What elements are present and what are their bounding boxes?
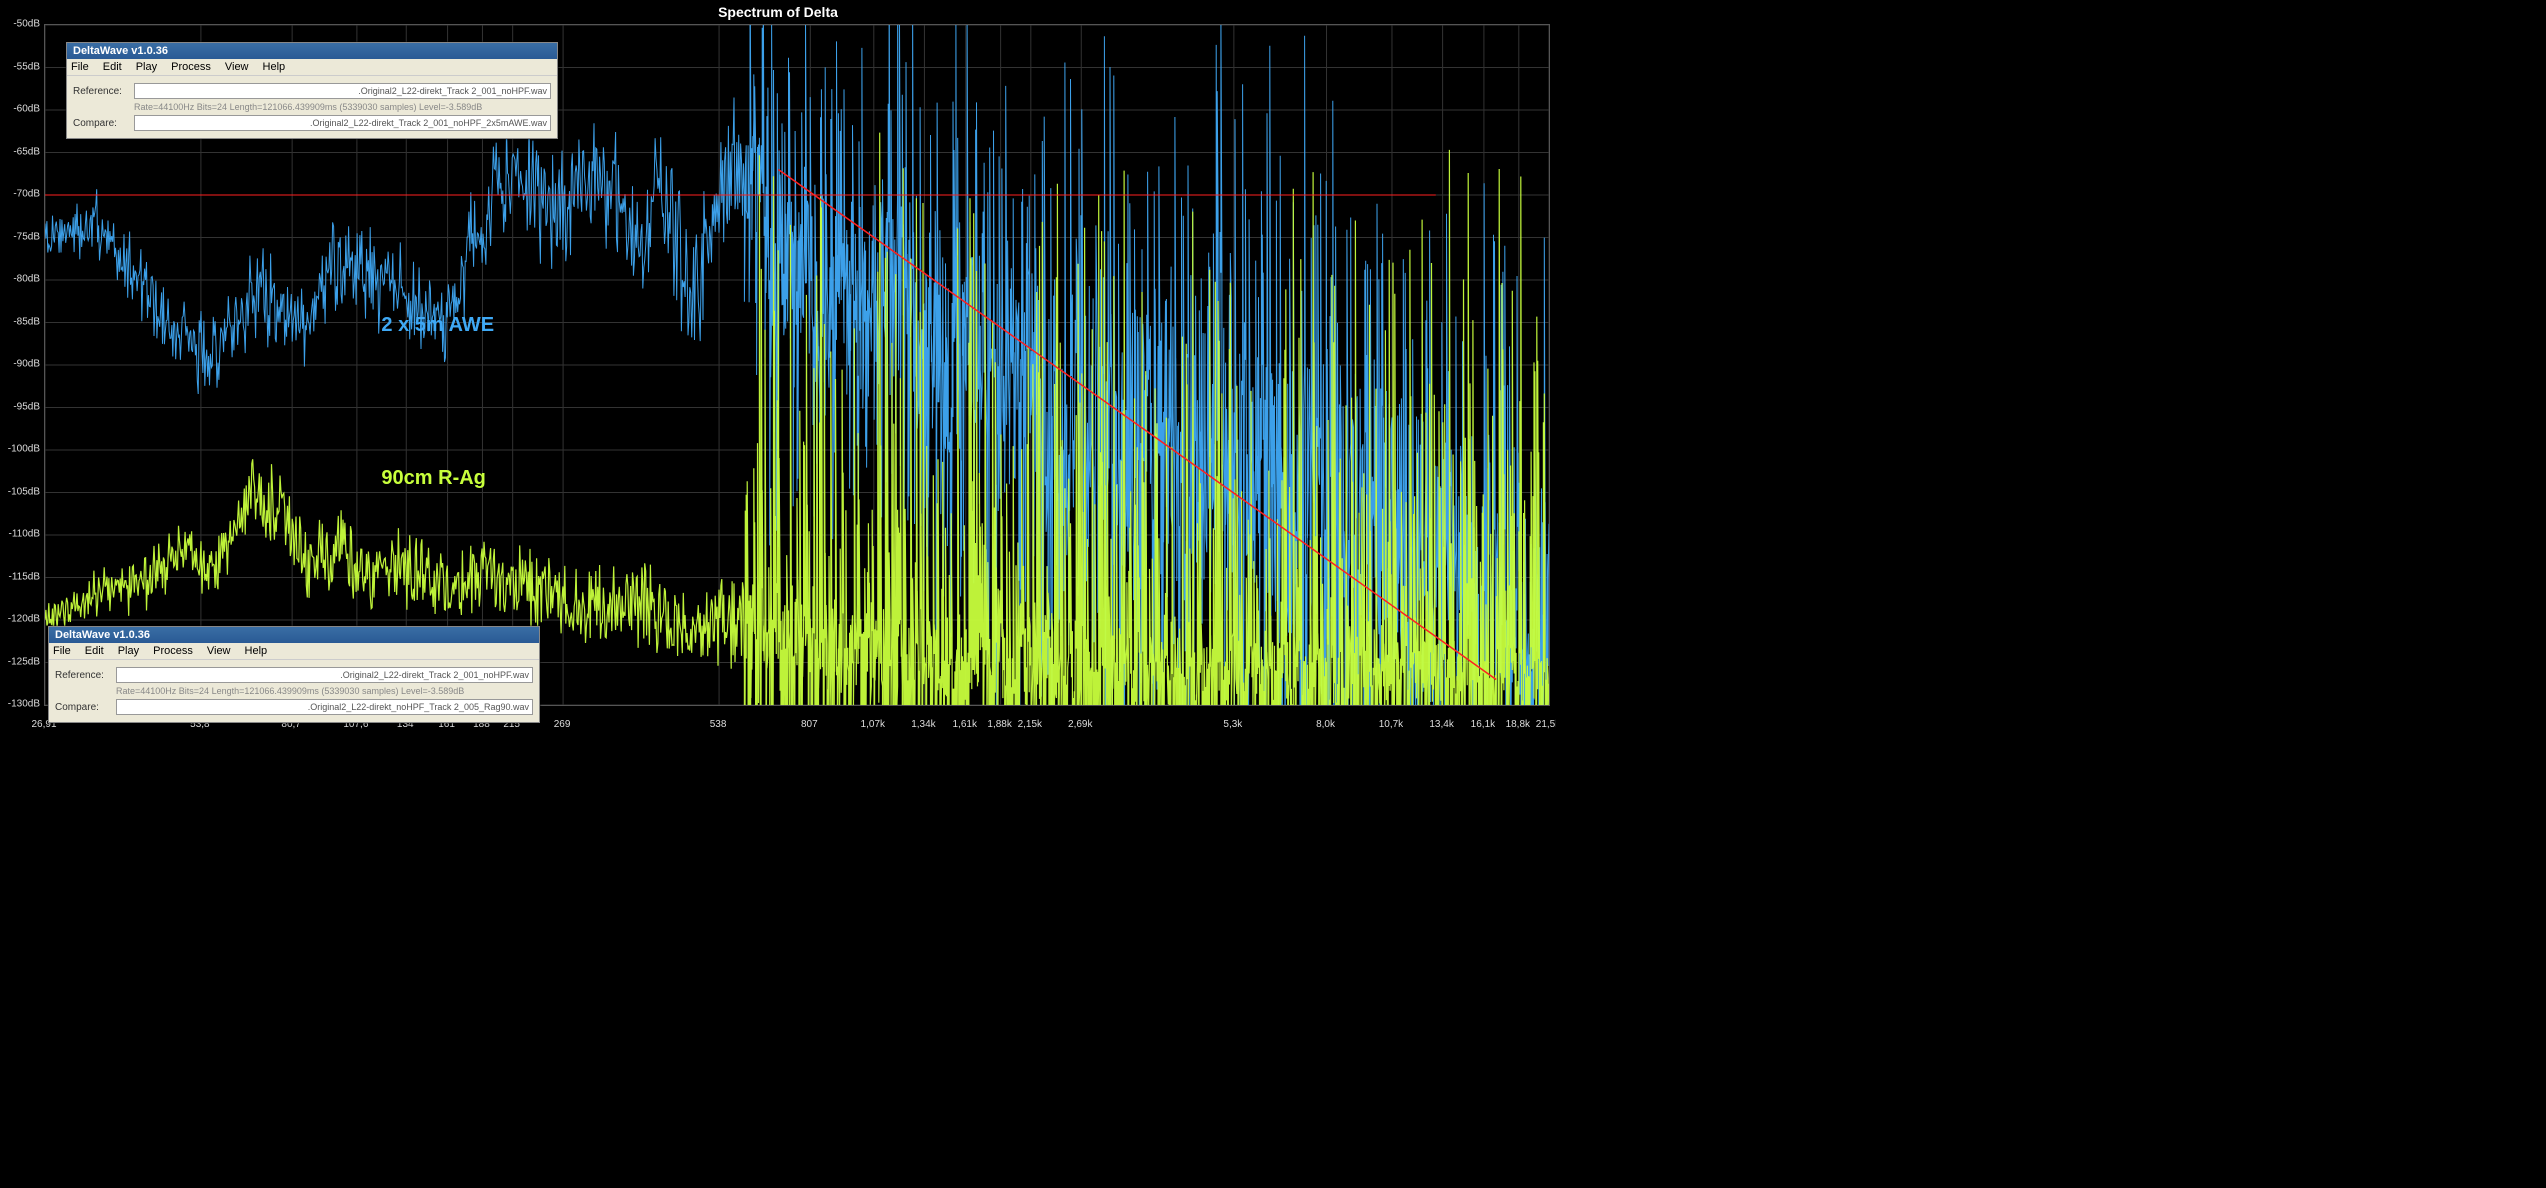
menu-play[interactable]: Play — [136, 61, 157, 73]
compare-label: Compare: — [73, 118, 128, 129]
deltawave-window-2: DeltaWave v1.0.36 File Edit Play Process… — [48, 626, 540, 723]
menu-process[interactable]: Process — [171, 61, 211, 73]
window-menu[interactable]: File Edit Play Process View Help — [67, 59, 557, 76]
menu-process[interactable]: Process — [153, 645, 193, 657]
deltawave-window-1: DeltaWave v1.0.36 File Edit Play Process… — [66, 42, 558, 139]
menu-view[interactable]: View — [225, 61, 249, 73]
window-title: DeltaWave v1.0.36 — [67, 43, 557, 59]
compare-label: Compare: — [55, 702, 110, 713]
reference-field[interactable]: .Original2_L22-direkt_Track 2_001_noHPF.… — [116, 667, 533, 683]
menu-file[interactable]: File — [71, 61, 89, 73]
compare-field[interactable]: .Original2_L22-direkt_noHPF_Track 2_005_… — [116, 699, 533, 715]
compare-field[interactable]: .Original2_L22-direkt_Track 2_001_noHPF_… — [134, 115, 551, 131]
menu-play[interactable]: Play — [118, 645, 139, 657]
svg-text:90cm R-Ag: 90cm R-Ag — [381, 467, 485, 489]
svg-text:2 x 5m AWE: 2 x 5m AWE — [381, 314, 494, 336]
file-info: Rate=44100Hz Bits=24 Length=121066.43990… — [116, 686, 533, 696]
menu-help[interactable]: Help — [245, 645, 268, 657]
reference-field[interactable]: .Original2_L22-direkt_Track 2_001_noHPF.… — [134, 83, 551, 99]
window-menu[interactable]: File Edit Play Process View Help — [49, 643, 539, 660]
file-info: Rate=44100Hz Bits=24 Length=121066.43990… — [134, 102, 551, 112]
menu-edit[interactable]: Edit — [85, 645, 104, 657]
menu-edit[interactable]: Edit — [103, 61, 122, 73]
chart-title: Spectrum of Delta — [0, 4, 1556, 20]
menu-help[interactable]: Help — [263, 61, 286, 73]
reference-label: Reference: — [73, 86, 128, 97]
reference-label: Reference: — [55, 670, 110, 681]
menu-view[interactable]: View — [207, 645, 231, 657]
menu-file[interactable]: File — [53, 645, 71, 657]
window-title: DeltaWave v1.0.36 — [49, 627, 539, 643]
